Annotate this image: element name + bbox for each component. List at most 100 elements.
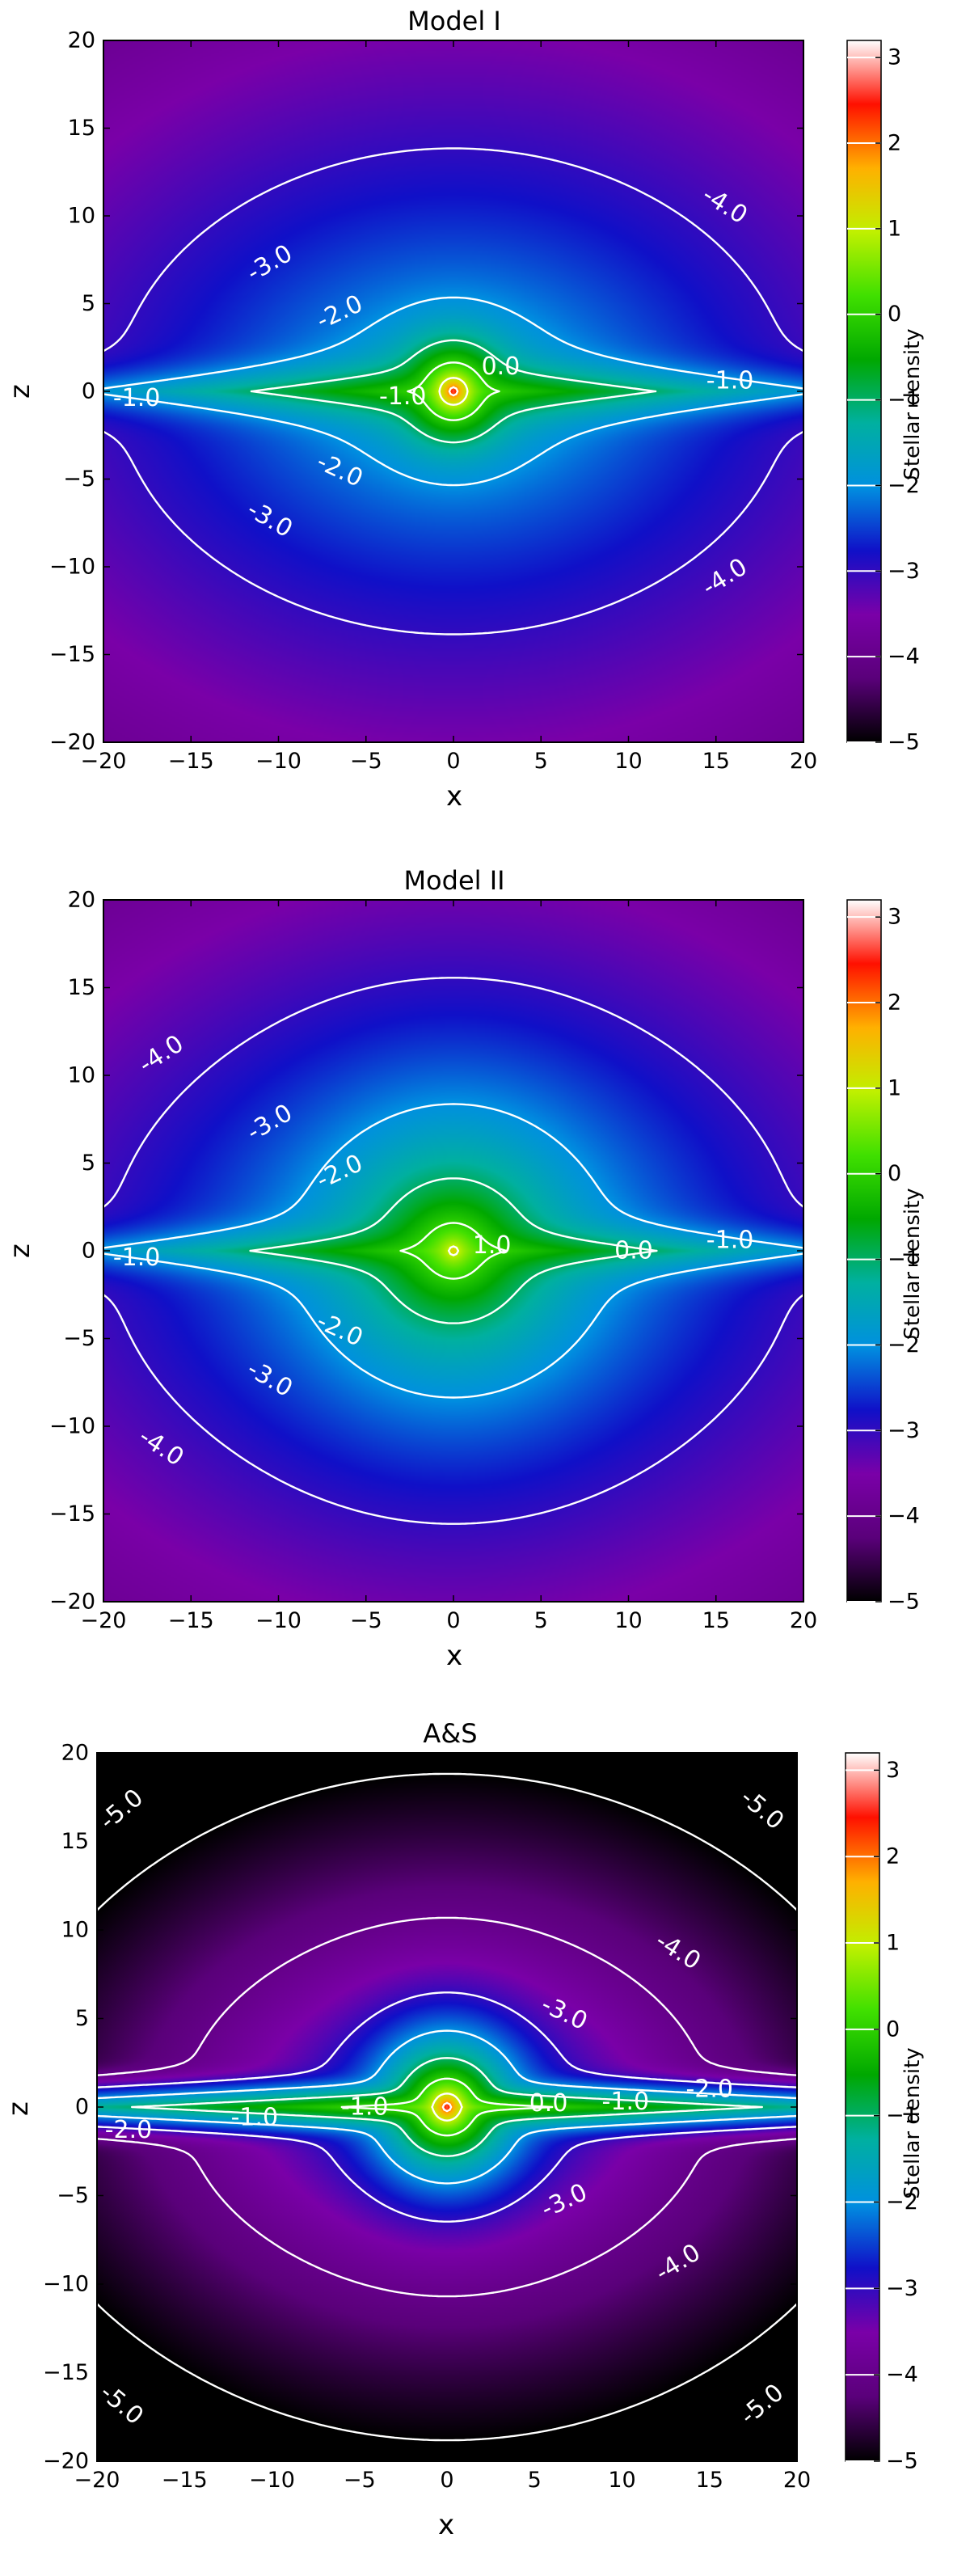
- x-tick-label: 20: [790, 1608, 817, 1633]
- y-tick-label: 5: [75, 2006, 89, 2031]
- x-tick-label: 5: [528, 2468, 542, 2493]
- x-tick-label: −10: [249, 2468, 295, 2493]
- y-tick-label: −15: [43, 2360, 89, 2385]
- y-tick-label: 15: [61, 1829, 89, 1854]
- y-tick-label: −5: [57, 2183, 89, 2208]
- x-tick-label: −20: [81, 749, 127, 774]
- x-tick-label: −15: [168, 1608, 214, 1633]
- contour-line: [399, 1222, 508, 1280]
- contour-label: -1.0: [706, 1226, 754, 1254]
- x-tick-label: 5: [534, 749, 548, 774]
- x-tick-label: 15: [702, 749, 730, 774]
- x-tick-label: −20: [81, 1608, 127, 1633]
- x-tick-label: −5: [344, 2468, 376, 2493]
- contour-lines: [95, 1772, 799, 2442]
- colorbar-tick-label: −1: [886, 2103, 918, 2128]
- colorbar-tick-label: −2: [888, 473, 920, 498]
- colorbar-tick-label: 3: [886, 1758, 900, 1783]
- x-tick-label: 10: [614, 1608, 642, 1633]
- x-tick-label: −20: [74, 2468, 120, 2493]
- colorbar-tick-label: 3: [888, 45, 901, 70]
- chart-svg: Model I x z Stellar density -4.0-4.0-3.0…: [4, 6, 925, 813]
- contour-line: [340, 2077, 554, 2137]
- x-tick-label: 10: [614, 749, 642, 774]
- x-tick-label: −10: [255, 749, 302, 774]
- colorbar-tick-label: −3: [886, 2276, 918, 2301]
- chart-panel-model-i: Model I x z Stellar density -4.0 -4.0 -3.0…: [0, 0, 970, 857]
- x-tick-label: 10: [608, 2468, 635, 2493]
- y-tick-label: −10: [49, 555, 95, 580]
- y-tick-label: 15: [68, 116, 95, 141]
- y-tick-label: −20: [43, 2449, 89, 2474]
- chart-svg: A&S x z Stellar density -5.0 -5.0-5.0 -5.0…: [2, 1718, 925, 2541]
- colorbar-tick-label: 3: [888, 905, 901, 930]
- colorbar-tick-label: −2: [888, 1332, 920, 1358]
- contour-label: 0.0: [482, 353, 521, 381]
- x-tick-label: −5: [350, 1608, 382, 1633]
- contour-label: -1.0: [113, 384, 161, 412]
- y-tick-label: 5: [82, 291, 95, 316]
- y-tick-label: 5: [82, 1151, 95, 1176]
- contour-line: [102, 977, 805, 1525]
- x-tick-label: 20: [783, 2468, 811, 2493]
- y-tick-label: −5: [63, 1326, 95, 1351]
- contour-label: 1.0: [473, 1231, 512, 1260]
- colorbar-tick-label: −3: [888, 559, 920, 584]
- y-tick-label: 10: [68, 204, 95, 229]
- contour-line: [95, 1991, 799, 2223]
- y-axis-label: z: [2, 2101, 35, 2116]
- x-tick-label: −5: [350, 749, 382, 774]
- colorbar-tick-label: 1: [888, 1075, 901, 1100]
- contour-label: -1.0: [113, 1244, 161, 1272]
- chart-title: Model I: [407, 6, 501, 36]
- contour-label: -1.0: [231, 2104, 279, 2132]
- contour-label: -2.0: [105, 2116, 153, 2144]
- y-tick-label: 10: [61, 1918, 89, 1943]
- colorbar-tick-label: 1: [886, 1931, 900, 1956]
- colorbar-tick-label: −5: [888, 1590, 920, 1615]
- colorbar-label: Stellar density: [900, 1188, 925, 1339]
- chart-title: A&S: [423, 1718, 477, 1749]
- contour-line: [249, 1177, 658, 1324]
- contour-line: [102, 1103, 805, 1399]
- contour-line: [102, 147, 805, 636]
- colorbar: [846, 899, 882, 1603]
- x-tick-label: 0: [446, 1608, 460, 1633]
- y-tick-label: 20: [68, 888, 95, 913]
- colorbar-tick-label: 2: [888, 131, 901, 156]
- colorbar-tick-label: 1: [888, 216, 901, 241]
- colorbar-tick-label: −4: [888, 1504, 920, 1529]
- colorbar-tick-label: −5: [888, 730, 920, 755]
- y-tick-label: 0: [82, 379, 95, 404]
- x-axis-label: x: [438, 2509, 454, 2541]
- y-tick-label: −5: [63, 467, 95, 492]
- chart-panel-a-and-s: A&S x z Stellar density -5.0 -5.0 -5.0 -5.0…: [0, 1718, 970, 2576]
- colorbar-tick-label: −1: [888, 1247, 920, 1272]
- colorbar-tick-label: 0: [888, 302, 901, 327]
- contour-line: [448, 386, 459, 397]
- colorbar-tick-label: 2: [888, 990, 901, 1016]
- x-tick-label: 0: [440, 2468, 453, 2493]
- colorbar-tick-label: −1: [888, 387, 920, 412]
- contour-line: [431, 2092, 463, 2122]
- density-heatmap: [103, 900, 803, 1602]
- colorbar-tick-label: 0: [888, 1161, 901, 1186]
- contour-line: [441, 2101, 453, 2113]
- y-tick-label: 10: [68, 1063, 95, 1088]
- contour-label: -2.0: [685, 2076, 733, 2104]
- y-tick-label: 0: [82, 1239, 95, 1264]
- x-tick-label: −10: [255, 1608, 302, 1633]
- colorbar-tick-label: −5: [886, 2449, 918, 2474]
- contour-line: [95, 1916, 799, 2298]
- x-tick-label: 15: [702, 1608, 730, 1633]
- colorbar-tick-label: −4: [888, 644, 920, 669]
- y-tick-label: 20: [68, 28, 95, 53]
- y-axis-label: z: [4, 1244, 36, 1258]
- x-tick-label: 20: [790, 749, 817, 774]
- contour-lines: [102, 147, 805, 636]
- x-tick-label: −15: [162, 2468, 208, 2493]
- y-tick-label: −15: [49, 642, 95, 667]
- contour-label: -1.0: [602, 2088, 650, 2116]
- x-axis-label: x: [446, 1640, 462, 1672]
- y-tick-label: −20: [49, 1590, 95, 1615]
